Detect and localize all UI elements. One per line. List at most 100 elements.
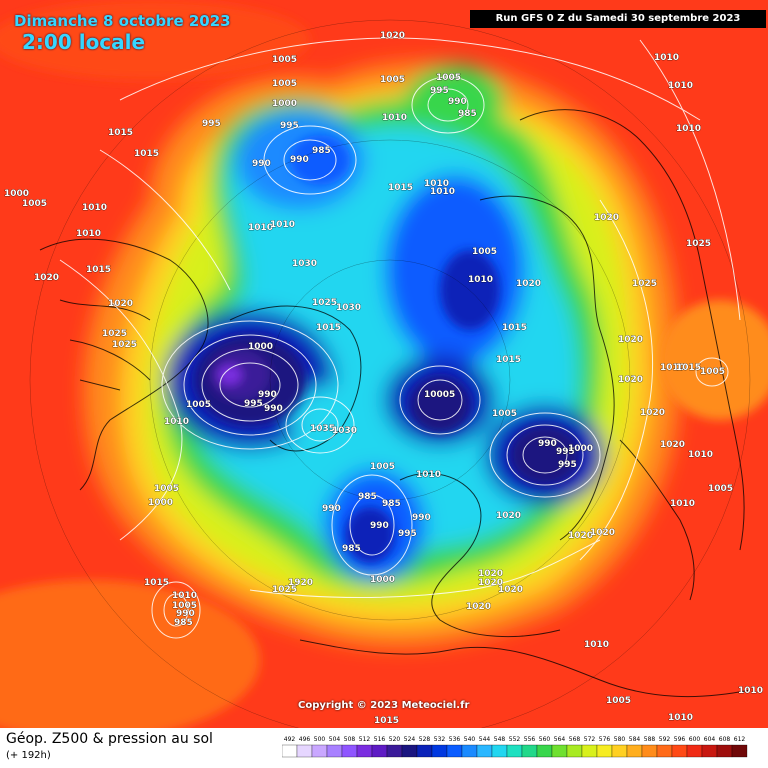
legend-swatch bbox=[356, 744, 373, 758]
isobar-label: 1005 bbox=[370, 462, 395, 472]
isobar-label: 1020 bbox=[568, 531, 593, 541]
isobar-label: 1005 bbox=[700, 367, 725, 377]
isobar-label: 1005 bbox=[492, 409, 517, 419]
isobar-label: 1020 bbox=[516, 279, 541, 289]
isobar-label: 995 bbox=[430, 86, 449, 96]
copyright: Copyright © 2023 Meteociel.fr bbox=[298, 700, 470, 711]
isobar-label: 1015 bbox=[316, 323, 341, 333]
isobar-label: 990 bbox=[322, 504, 341, 514]
isobar-label: 1015 bbox=[502, 323, 527, 333]
isobar-label: 1005 bbox=[606, 696, 631, 706]
legend-swatch bbox=[431, 744, 448, 758]
isobar-label: 1015 bbox=[374, 716, 399, 726]
isobar-label: 1010 bbox=[468, 275, 493, 285]
legend-tick-label: 504 bbox=[329, 736, 341, 743]
legend-tick-label: 544 bbox=[479, 736, 491, 743]
legend-swatch bbox=[686, 744, 703, 758]
legend-swatch bbox=[641, 744, 658, 758]
isobar-label: 1020 bbox=[380, 31, 405, 41]
legend-swatch bbox=[296, 744, 313, 758]
isobar-label: 990 bbox=[176, 609, 195, 619]
isobar-label: 1015 bbox=[496, 355, 521, 365]
legend-swatch bbox=[401, 744, 418, 758]
isobar-label: 990 bbox=[264, 404, 283, 414]
legend-swatch bbox=[611, 744, 628, 758]
isobar-label: 1030 bbox=[332, 426, 357, 436]
isobar-lines bbox=[59, 37, 741, 639]
isobar-label: 985 bbox=[312, 146, 331, 156]
legend-swatch bbox=[416, 744, 433, 758]
isobar-label: 990 bbox=[538, 439, 557, 449]
legend-tick-label: 580 bbox=[614, 736, 626, 743]
isobar-label: 1015 bbox=[144, 578, 169, 588]
isobar-label: 1020 bbox=[34, 273, 59, 283]
isobar-label: 1005 bbox=[272, 55, 297, 65]
legend-tick-label: 552 bbox=[509, 736, 521, 743]
isobar-label: 1020 bbox=[108, 299, 133, 309]
isobar-label: 1920 bbox=[288, 578, 313, 588]
isobar-label: 1005 bbox=[186, 400, 211, 410]
legend-tick-label: 592 bbox=[659, 736, 671, 743]
isobar-label: 1010 bbox=[248, 223, 273, 233]
isobar-label: 985 bbox=[174, 618, 193, 628]
legend-tick-label: 608 bbox=[719, 736, 731, 743]
forecast-header: Dimanche 8 octobre 2023 2:00 locale bbox=[14, 12, 231, 54]
legend-swatch bbox=[476, 744, 493, 758]
isobar-label: 1015 bbox=[108, 128, 133, 138]
legend-tick-label: 532 bbox=[434, 736, 446, 743]
isobar-label: 10005 bbox=[424, 390, 455, 400]
isobar-label: 1000 bbox=[248, 342, 273, 352]
forecast-time: 2:00 locale bbox=[22, 30, 146, 54]
isobar-label: 990 bbox=[252, 159, 271, 169]
legend-tick-label: 508 bbox=[344, 736, 356, 743]
legend-tick-label: 540 bbox=[464, 736, 476, 743]
legend-tick-label: 600 bbox=[689, 736, 701, 743]
legend-swatch bbox=[341, 744, 358, 758]
legend-swatch bbox=[282, 744, 298, 758]
isobar-label: 1020 bbox=[590, 528, 615, 538]
legend-swatch bbox=[491, 744, 508, 758]
forecast-date: Dimanche 8 octobre 2023 bbox=[14, 12, 231, 30]
isobar-label: 1020 bbox=[478, 578, 503, 588]
isobar-label: 1000 bbox=[272, 99, 297, 109]
legend-tick-label: 496 bbox=[299, 736, 311, 743]
isobar-label: 1005 bbox=[272, 79, 297, 89]
legend-tick-label: 548 bbox=[494, 736, 506, 743]
isobar-label: 1010 bbox=[676, 124, 701, 134]
isobar-label: 1010 bbox=[82, 203, 107, 213]
isobar-label: 1020 bbox=[496, 511, 521, 521]
legend-tick-label: 572 bbox=[584, 736, 596, 743]
legend-tick-label: 500 bbox=[314, 736, 326, 743]
isobar-label: 1005 bbox=[436, 73, 461, 83]
coastlines bbox=[39, 109, 751, 698]
isobar-label: 1015 bbox=[86, 265, 111, 275]
isobar-label: 1010 bbox=[584, 640, 609, 650]
legend-swatch bbox=[461, 744, 478, 758]
forecast-offset: (+ 192h) bbox=[6, 750, 51, 761]
isobar-label: 1010 bbox=[688, 450, 713, 460]
isobar-label: 1010 bbox=[172, 591, 197, 601]
legend-swatch bbox=[536, 744, 553, 758]
isobar-label: 985 bbox=[458, 109, 477, 119]
isobar-label: 1010 bbox=[164, 417, 189, 427]
color-legend: 492 496 500 504 508 512 516 520 524 528 532 536 540 5… bbox=[282, 736, 748, 758]
legend-swatch bbox=[731, 744, 748, 758]
isobar-label: 995 bbox=[202, 119, 221, 129]
isobar-label: 1020 bbox=[618, 335, 643, 345]
legend-tick-label: 568 bbox=[569, 736, 581, 743]
isobar-label: 1005 bbox=[22, 199, 47, 209]
isobar-label: 1005 bbox=[172, 601, 197, 611]
isobar-label: 990 bbox=[448, 97, 467, 107]
isobar-label: 1020 bbox=[498, 585, 523, 595]
legend-swatch bbox=[671, 744, 688, 758]
isobar-label: 985 bbox=[382, 499, 401, 509]
legend-tick-label: 524 bbox=[404, 736, 416, 743]
isobar-label: 995 bbox=[556, 447, 575, 457]
legend-tick-label: 516 bbox=[374, 736, 386, 743]
legend-tick-label: 588 bbox=[644, 736, 656, 743]
footer: Géop. Z500 & pression au sol (+ 192h) 49… bbox=[0, 728, 768, 768]
legend-swatch bbox=[311, 744, 328, 758]
isobar-label: 1010 bbox=[668, 81, 693, 91]
legend-tick-label: 556 bbox=[524, 736, 536, 743]
